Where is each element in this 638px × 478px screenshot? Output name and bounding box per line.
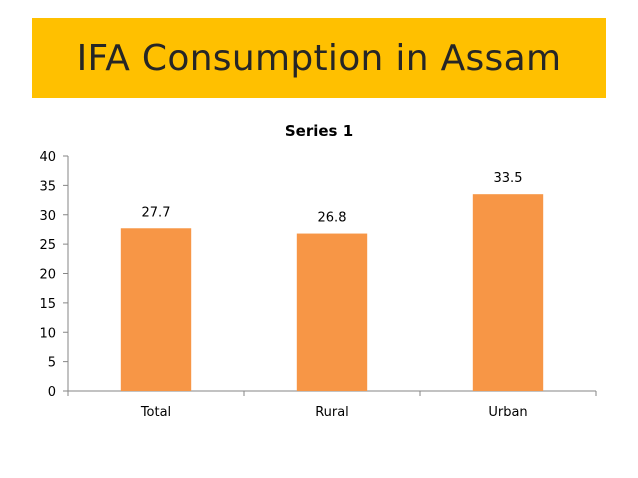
bar-urban [472,194,544,391]
chart-bars [120,194,544,391]
data-label: 26.8 [318,211,347,226]
chart-axes: 0 5 10 15 20 25 30 35 40 Total Rural Urban [39,150,597,420]
chart-title: Series 1 [285,122,353,140]
y-tick-label: 0 [48,385,56,400]
title-banner: IFA Consumption in Assam [32,18,606,98]
bar-rural [296,233,368,391]
x-tick-label: Urban [488,405,527,420]
x-tick-label: Total [140,405,171,420]
y-tick-label: 30 [39,209,56,224]
data-label: 33.5 [494,171,523,186]
slide-title: IFA Consumption in Assam [76,37,562,79]
x-tick-label: Rural [315,405,349,420]
y-tick-label: 25 [39,238,56,253]
chart-data-labels: 27.7 26.8 33.5 [142,171,523,225]
y-tick-label: 10 [39,326,56,341]
bar-total [120,228,192,391]
y-tick-label: 5 [48,356,56,371]
y-tick-label: 35 [39,179,56,194]
y-tick-label: 40 [39,150,56,165]
y-tick-label: 20 [39,268,56,283]
y-tick-label: 15 [39,297,56,312]
data-label: 27.7 [142,205,171,220]
